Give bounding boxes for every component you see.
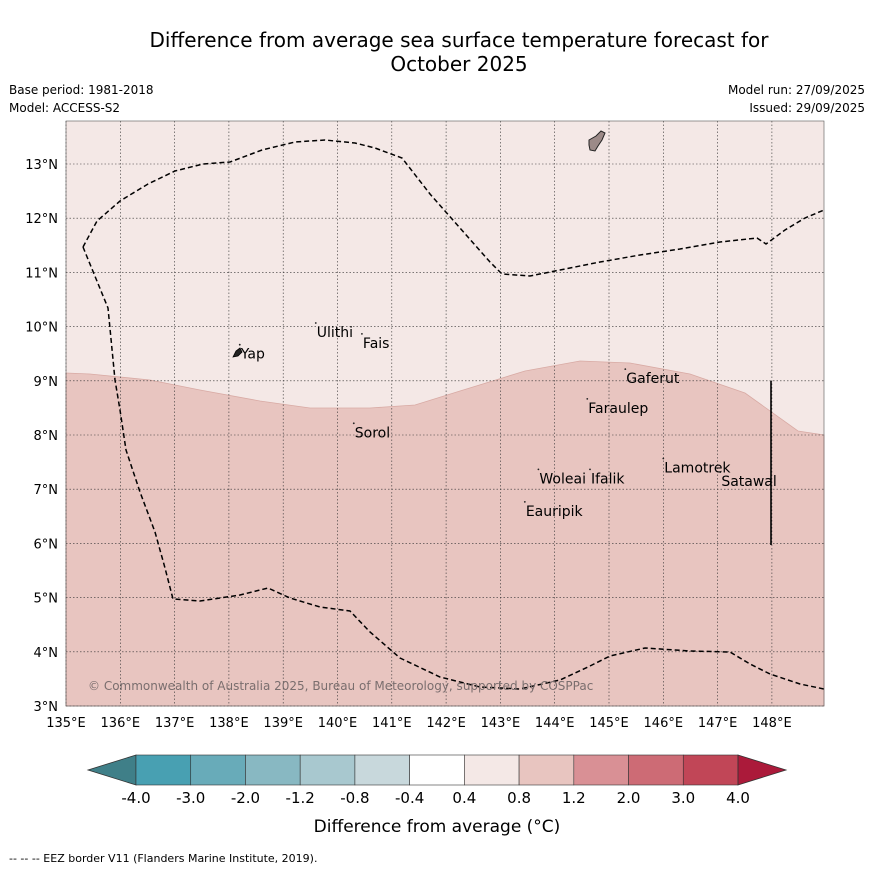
lon-tick-label: 148°E xyxy=(752,716,792,731)
lon-tick-label: 147°E xyxy=(698,716,738,731)
place-label: Faraulep xyxy=(588,401,648,417)
place-label: Sorol xyxy=(355,425,390,441)
place-label: Eauripik xyxy=(526,504,584,520)
place-label: Yap xyxy=(240,347,265,363)
colorbar-tick-label: 2.0 xyxy=(617,789,641,807)
colorbar-cell xyxy=(299,754,356,786)
title-line2: October 2025 xyxy=(390,52,528,76)
model-run: Model run: 27/09/2025 xyxy=(727,83,865,97)
colorbar-cell xyxy=(518,754,575,786)
atoll-marker xyxy=(523,500,526,503)
graticule xyxy=(65,121,824,707)
place-label: Fais xyxy=(363,336,390,352)
meta-right: Model run: 27/09/2025 Issued: 29/09/2025 xyxy=(728,81,865,117)
place-labels: Yap Ulithi Fais Gaferut Faraulep Sorol Woleai I… xyxy=(238,322,777,520)
atoll-marker xyxy=(537,468,540,471)
longitude-labels: 135°E 136°E 137°E 138°E 139°E 140°E 141°E 142°E… xyxy=(46,716,791,731)
lon-tick-label: 140°E xyxy=(318,716,358,731)
eez-border-north xyxy=(82,139,825,277)
place-label: Woleai xyxy=(539,471,586,487)
atoll-marker xyxy=(662,457,665,460)
lat-tick-label: 6°N xyxy=(34,537,59,552)
colorbar-cell xyxy=(354,754,410,786)
colorbar-cell xyxy=(628,754,684,786)
colorbar-tick-label: 4.0 xyxy=(726,789,750,807)
colorbar-tick-label: -4.0 xyxy=(121,789,150,807)
map-frame xyxy=(65,120,825,707)
map-panel: Yap Ulithi Fais Gaferut Faraulep Sorol Woleai I… xyxy=(65,120,825,707)
lat-tick-label: 3°N xyxy=(34,700,59,715)
place-label: Satawal xyxy=(721,474,776,490)
lat-tick-label: 9°N xyxy=(34,375,59,390)
latitude-labels: 3°N 4°N 5°N 6°N 7°N 8°N 9°N 10°N 11°N 12°N 13°N xyxy=(25,158,58,715)
lat-tick-label: 11°N xyxy=(25,266,58,281)
colorbar-tick-label: 0.4 xyxy=(452,789,476,807)
eez-legend-note: -- -- -- EEZ border V11 (Flanders Marine… xyxy=(9,852,318,865)
lat-tick-label: 12°N xyxy=(25,212,58,227)
colorbar-tick-label: 3.0 xyxy=(671,789,695,807)
lon-tick-label: 144°E xyxy=(535,716,575,731)
colorbar-tick-label: -3.0 xyxy=(176,789,205,807)
place-label: Lamotrek xyxy=(664,461,731,477)
guam-island-shape xyxy=(588,130,606,152)
lon-tick-label: 137°E xyxy=(155,716,195,731)
lon-tick-label: 142°E xyxy=(426,716,466,731)
base-period: Base period: 1981-2018 xyxy=(9,83,154,97)
lon-tick-label: 138°E xyxy=(209,716,249,731)
colorbar-cell xyxy=(135,754,192,786)
lon-tick-label: 145°E xyxy=(589,716,629,731)
colorbar-tick-label: 0.8 xyxy=(507,789,531,807)
colorbar-tick-label: -0.4 xyxy=(395,789,424,807)
atoll-marker xyxy=(719,471,722,473)
colorbar-cell xyxy=(682,754,739,786)
map-title: Difference from average sea surface temp… xyxy=(0,28,873,76)
atoll-marker xyxy=(314,322,317,324)
atoll-marker xyxy=(238,343,241,346)
atoll-marker xyxy=(624,368,627,370)
yap-island-shape xyxy=(232,347,243,358)
atoll-marker xyxy=(586,398,589,400)
place-label: Gaferut xyxy=(626,371,680,387)
lat-tick-label: 7°N xyxy=(34,483,59,498)
lon-tick-label: 136°E xyxy=(101,716,141,731)
colorbar-label-text: Difference from average (°C) xyxy=(314,817,561,837)
colorbar-tick-label: 1.2 xyxy=(562,789,586,807)
lat-tick-label: 8°N xyxy=(34,429,59,444)
lon-tick-label: 146°E xyxy=(644,716,684,731)
lat-tick-label: 10°N xyxy=(25,321,58,336)
lat-tick-label: 4°N xyxy=(34,646,59,661)
colorbar-cell xyxy=(464,754,520,786)
atoll-marker xyxy=(589,468,591,471)
colorbar: -4.0 -3.0 -2.0 -1.2 -0.8 -0.4 0.4 0.8 1.2 2.0 3.0 4… xyxy=(86,754,788,807)
colorbar-tick-label: -1.2 xyxy=(286,789,315,807)
lon-tick-label: 141°E xyxy=(372,716,412,731)
colorbar-cell xyxy=(409,754,465,786)
issued-date: Issued: 29/09/2025 xyxy=(749,101,865,115)
copyright-text: © Commonwealth of Australia 2025, Bureau… xyxy=(88,679,593,693)
colorbar-extend-high xyxy=(737,754,788,786)
lat-tick-label: 5°N xyxy=(34,592,59,607)
lon-tick-label: 143°E xyxy=(481,716,521,731)
colorbar-tick-label: -0.8 xyxy=(340,789,369,807)
eez-border-west-south xyxy=(82,246,825,690)
place-label: Ifalik xyxy=(591,471,625,487)
lon-tick-label: 139°E xyxy=(263,716,303,731)
meta-left: Base period: 1981-2018 Model: ACCESS-S2 xyxy=(9,81,154,117)
lat-tick-label: 13°N xyxy=(25,158,58,173)
atoll-marker xyxy=(361,332,363,335)
colorbar-cell xyxy=(573,754,629,786)
colorbar-label: Difference from average (°C) xyxy=(314,817,561,837)
model-name: Model: ACCESS-S2 xyxy=(9,101,121,115)
colorbar-cell xyxy=(190,754,246,786)
lon-tick-label: 135°E xyxy=(46,716,86,731)
title-line1: Difference from average sea surface temp… xyxy=(149,28,769,52)
colorbar-tick-label: -2.0 xyxy=(231,789,260,807)
place-label: Ulithi xyxy=(317,325,353,341)
sst-lower-region xyxy=(65,360,825,707)
atoll-marker xyxy=(352,422,355,425)
colorbar-cell xyxy=(245,754,301,786)
colorbar-extend-low xyxy=(86,754,137,786)
